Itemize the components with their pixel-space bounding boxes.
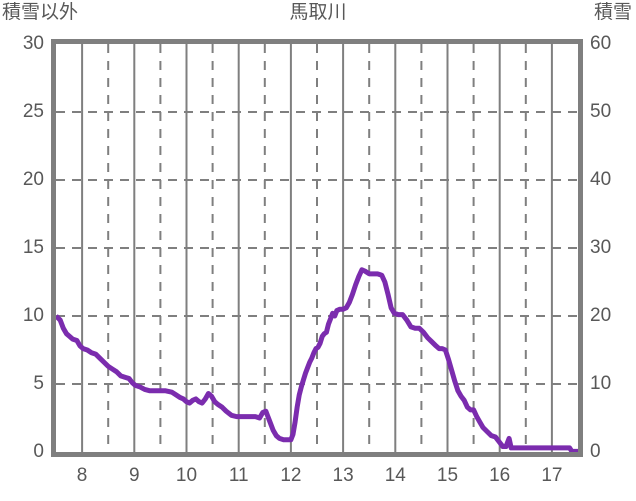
gridlines xyxy=(56,44,578,452)
left-axis-tick-0: 0 xyxy=(33,441,44,462)
right-axis-unit-label: 積雪 xyxy=(593,2,632,23)
right-axis-tick-10: 10 xyxy=(590,373,612,394)
bottom-axis-tick-14: 14 xyxy=(384,465,406,486)
bottom-axis-tick-17: 17 xyxy=(541,465,563,486)
right-axis-tick-0: 0 xyxy=(590,441,601,462)
right-axis-tick-20: 20 xyxy=(590,305,612,326)
bottom-axis-tick-16: 16 xyxy=(489,465,511,486)
right-axis-tick-60: 60 xyxy=(590,33,612,54)
left-axis-tick-30: 30 xyxy=(22,33,44,54)
bottom-axis-tick-13: 13 xyxy=(332,465,354,486)
bottom-axis-tick-15: 15 xyxy=(436,465,459,486)
right-axis-tick-30: 30 xyxy=(590,237,612,258)
bottom-axis-tick-9: 9 xyxy=(129,465,140,486)
left-axis-tick-5: 5 xyxy=(33,373,44,394)
right-axis-tick-40: 40 xyxy=(590,169,612,190)
left-axis-tick-20: 20 xyxy=(22,169,44,190)
bottom-axis-tick-12: 12 xyxy=(280,465,302,486)
series-line-snow-other xyxy=(56,267,578,452)
left-axis-unit-label: 積雪以外 xyxy=(2,2,79,23)
right-axis-tick-50: 50 xyxy=(590,101,612,122)
left-axis-tick-15: 15 xyxy=(22,237,44,258)
bottom-axis-tick-8: 8 xyxy=(76,465,88,486)
left-axis-tick-10: 10 xyxy=(22,305,44,326)
bottom-axis-tick-11: 11 xyxy=(228,465,249,486)
plot-area xyxy=(51,39,583,457)
page-title: 馬取川 xyxy=(289,2,347,23)
bottom-axis-tick-10: 10 xyxy=(175,465,198,486)
left-axis-tick-25: 25 xyxy=(22,101,44,122)
